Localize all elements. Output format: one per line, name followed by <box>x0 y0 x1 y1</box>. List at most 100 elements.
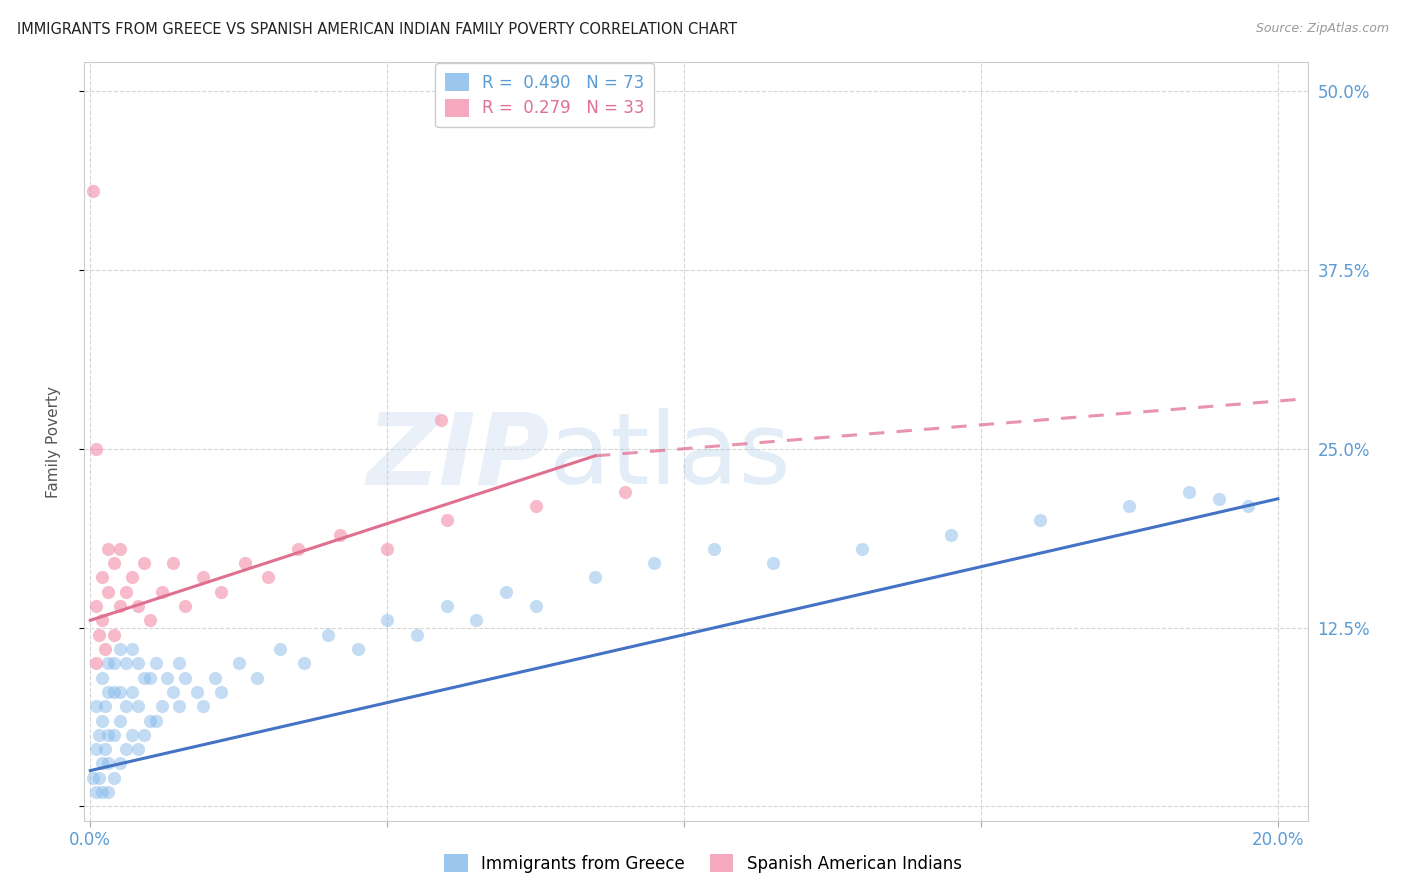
Point <box>91 671 114 685</box>
Point <box>138 671 160 685</box>
Point <box>103 728 125 742</box>
Point <box>132 556 155 570</box>
Point <box>91 714 114 728</box>
Point <box>127 657 149 671</box>
Point <box>138 613 160 627</box>
Point <box>191 570 214 584</box>
Point <box>156 671 179 685</box>
Text: IMMIGRANTS FROM GREECE VS SPANISH AMERICAN INDIAN FAMILY POVERTY CORRELATION CHA: IMMIGRANTS FROM GREECE VS SPANISH AMERIC… <box>17 22 737 37</box>
Point <box>406 628 429 642</box>
Point <box>97 756 120 771</box>
Point <box>316 628 339 642</box>
Point <box>84 657 107 671</box>
Point <box>583 570 606 584</box>
Point <box>97 785 120 799</box>
Point <box>495 584 517 599</box>
Point <box>121 728 143 742</box>
Point <box>127 599 149 613</box>
Point <box>524 599 547 613</box>
Point <box>89 728 111 742</box>
Point <box>436 599 458 613</box>
Point <box>162 556 184 570</box>
Point <box>233 556 256 570</box>
Point <box>103 685 125 699</box>
Point <box>115 657 138 671</box>
Point <box>245 671 267 685</box>
Point <box>89 771 111 785</box>
Point <box>375 541 398 556</box>
Point <box>851 541 873 556</box>
Point <box>97 584 120 599</box>
Legend: Immigrants from Greece, Spanish American Indians: Immigrants from Greece, Spanish American… <box>437 847 969 880</box>
Point <box>127 699 149 714</box>
Point <box>436 513 458 527</box>
Point <box>429 413 451 427</box>
Point <box>209 685 232 699</box>
Point <box>169 657 191 671</box>
Point <box>103 657 125 671</box>
Point <box>94 699 117 714</box>
Point <box>204 671 226 685</box>
Point <box>375 613 398 627</box>
Point <box>613 484 636 499</box>
Point <box>174 671 197 685</box>
Point <box>91 785 114 799</box>
Point <box>138 714 160 728</box>
Point <box>108 642 131 657</box>
Point <box>94 742 117 756</box>
Point <box>97 541 120 556</box>
Text: Source: ZipAtlas.com: Source: ZipAtlas.com <box>1256 22 1389 36</box>
Point <box>941 527 963 541</box>
Point <box>84 785 107 799</box>
Point <box>84 442 107 456</box>
Point <box>1118 499 1140 513</box>
Point <box>643 556 665 570</box>
Point <box>162 685 184 699</box>
Point <box>103 556 125 570</box>
Point <box>186 685 208 699</box>
Point <box>82 184 104 198</box>
Legend: R =  0.490   N = 73, R =  0.279   N = 33: R = 0.490 N = 73, R = 0.279 N = 33 <box>436 63 654 128</box>
Point <box>97 657 120 671</box>
Point <box>145 714 167 728</box>
Point <box>209 584 232 599</box>
Point <box>84 699 107 714</box>
Point <box>1029 513 1052 527</box>
Point <box>703 541 725 556</box>
Point <box>127 742 149 756</box>
Point <box>84 742 107 756</box>
Point <box>762 556 785 570</box>
Point <box>108 714 131 728</box>
Point <box>150 584 173 599</box>
Text: atlas: atlas <box>550 409 790 505</box>
Point <box>94 642 117 657</box>
Point <box>524 499 547 513</box>
Point <box>287 541 309 556</box>
Point <box>329 527 352 541</box>
Point <box>145 657 167 671</box>
Point <box>465 613 488 627</box>
Point <box>1178 484 1201 499</box>
Point <box>103 628 125 642</box>
Point <box>228 657 250 671</box>
Point <box>108 685 131 699</box>
Point <box>121 685 143 699</box>
Point <box>108 599 131 613</box>
Point <box>132 728 155 742</box>
Point <box>84 599 107 613</box>
Point <box>1208 491 1230 506</box>
Point <box>97 728 120 742</box>
Point <box>91 570 114 584</box>
Text: ZIP: ZIP <box>366 409 550 505</box>
Point <box>121 570 143 584</box>
Point <box>103 771 125 785</box>
Point <box>150 699 173 714</box>
Point <box>108 541 131 556</box>
Point <box>1237 499 1260 513</box>
Point <box>132 671 155 685</box>
Point <box>89 628 111 642</box>
Point <box>269 642 291 657</box>
Point <box>346 642 368 657</box>
Point <box>97 685 120 699</box>
Point <box>91 613 114 627</box>
